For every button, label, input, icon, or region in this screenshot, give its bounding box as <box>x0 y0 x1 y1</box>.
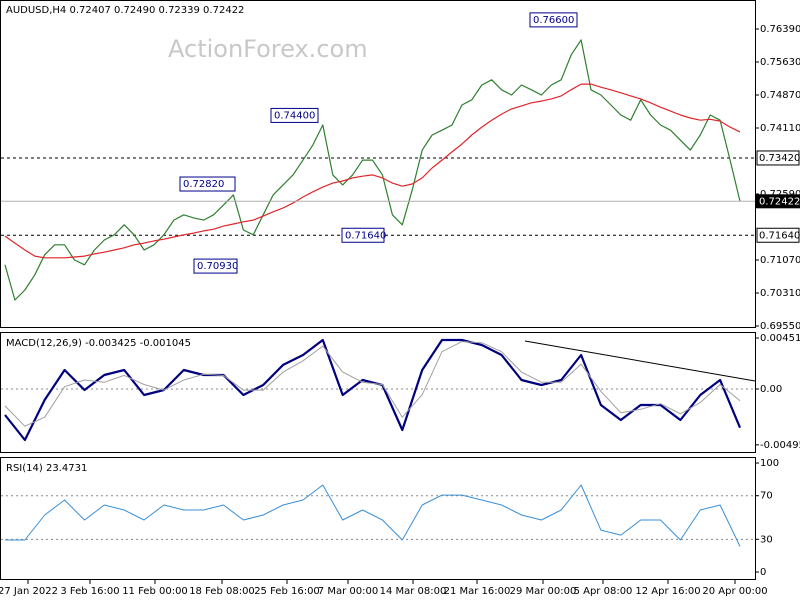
series-line <box>4 338 742 442</box>
x-tick-label: 5 Apr 08:00 <box>574 586 633 597</box>
annotation-label: 0.72820 <box>183 179 224 190</box>
x-tick-label: 11 Feb 00:00 <box>122 586 188 597</box>
panel-title: AUDUSD,H4 0.72407 0.72490 0.72339 0.7242… <box>6 5 244 16</box>
level-label: 0.71640 <box>759 230 800 241</box>
x-tick-label: 3 Feb 16:00 <box>60 586 119 597</box>
y-tick-label: 0.70310 <box>760 288 800 299</box>
y-tick-label: 0.74870 <box>760 90 800 101</box>
level-label-box <box>756 227 800 243</box>
level-label-box <box>756 150 800 166</box>
x-tick-label: 7 Mar 00:00 <box>318 586 378 597</box>
y-tick-label: 0.004517 <box>760 333 800 344</box>
last-price-label: 0.72422 <box>759 196 800 207</box>
annotation-box <box>270 107 319 123</box>
y-tick-label: -0.00495 <box>760 440 800 451</box>
trend-line <box>524 340 756 382</box>
y-tick-label: 0.74110 <box>760 123 800 134</box>
y-tick-label: 0.69550 <box>760 321 800 332</box>
y-tick-label: 0.75630 <box>760 57 800 68</box>
annotation-label: 0.76600 <box>533 15 574 26</box>
annotation-label: 0.74400 <box>274 110 315 121</box>
watermark: ActionForex.com <box>168 35 368 63</box>
y-tick-label: 0 <box>760 567 766 578</box>
y-tick-label: 0.71070 <box>760 255 800 266</box>
annotation-label: 0.71640 <box>345 230 386 241</box>
series-line <box>5 484 741 547</box>
y-tick-label: 70 <box>760 491 773 502</box>
series-line <box>4 83 741 259</box>
y-tick-label: 100 <box>760 458 779 469</box>
x-tick-label: 29 Mar 00:00 <box>510 586 577 597</box>
panel-title: RSI(14) 23.4731 <box>6 463 87 474</box>
annotation-label: 0.70930 <box>197 261 238 272</box>
x-tick-label: 21 Mar 16:00 <box>444 586 511 597</box>
annotation-box <box>341 227 385 243</box>
series-line <box>4 341 741 427</box>
rsi-panel <box>0 457 756 580</box>
annotation-box <box>529 12 578 28</box>
series-line <box>4 39 741 301</box>
y-tick-label: 0.00 <box>760 384 782 395</box>
price-panel <box>0 0 756 328</box>
y-tick-label: 0.76390 <box>760 24 800 35</box>
level-label: 0.73420 <box>759 153 800 164</box>
x-tick-label: 20 Apr 00:00 <box>702 586 767 597</box>
x-tick-label: 12 Apr 16:00 <box>635 586 700 597</box>
x-tick-label: 27 Jan 2022 <box>0 586 58 597</box>
x-tick-label: 14 Mar 08:00 <box>380 586 447 597</box>
annotation-box <box>179 176 236 192</box>
last-price-box <box>756 194 800 209</box>
x-tick-label: 18 Feb 08:00 <box>189 586 255 597</box>
panel-title: MACD(12,26,9) -0.003425 -0.001045 <box>6 338 191 349</box>
annotation-box <box>193 258 238 274</box>
y-tick-label: 30 <box>760 534 773 545</box>
macd-panel <box>0 332 756 453</box>
x-tick-label: 25 Feb 16:00 <box>254 586 320 597</box>
